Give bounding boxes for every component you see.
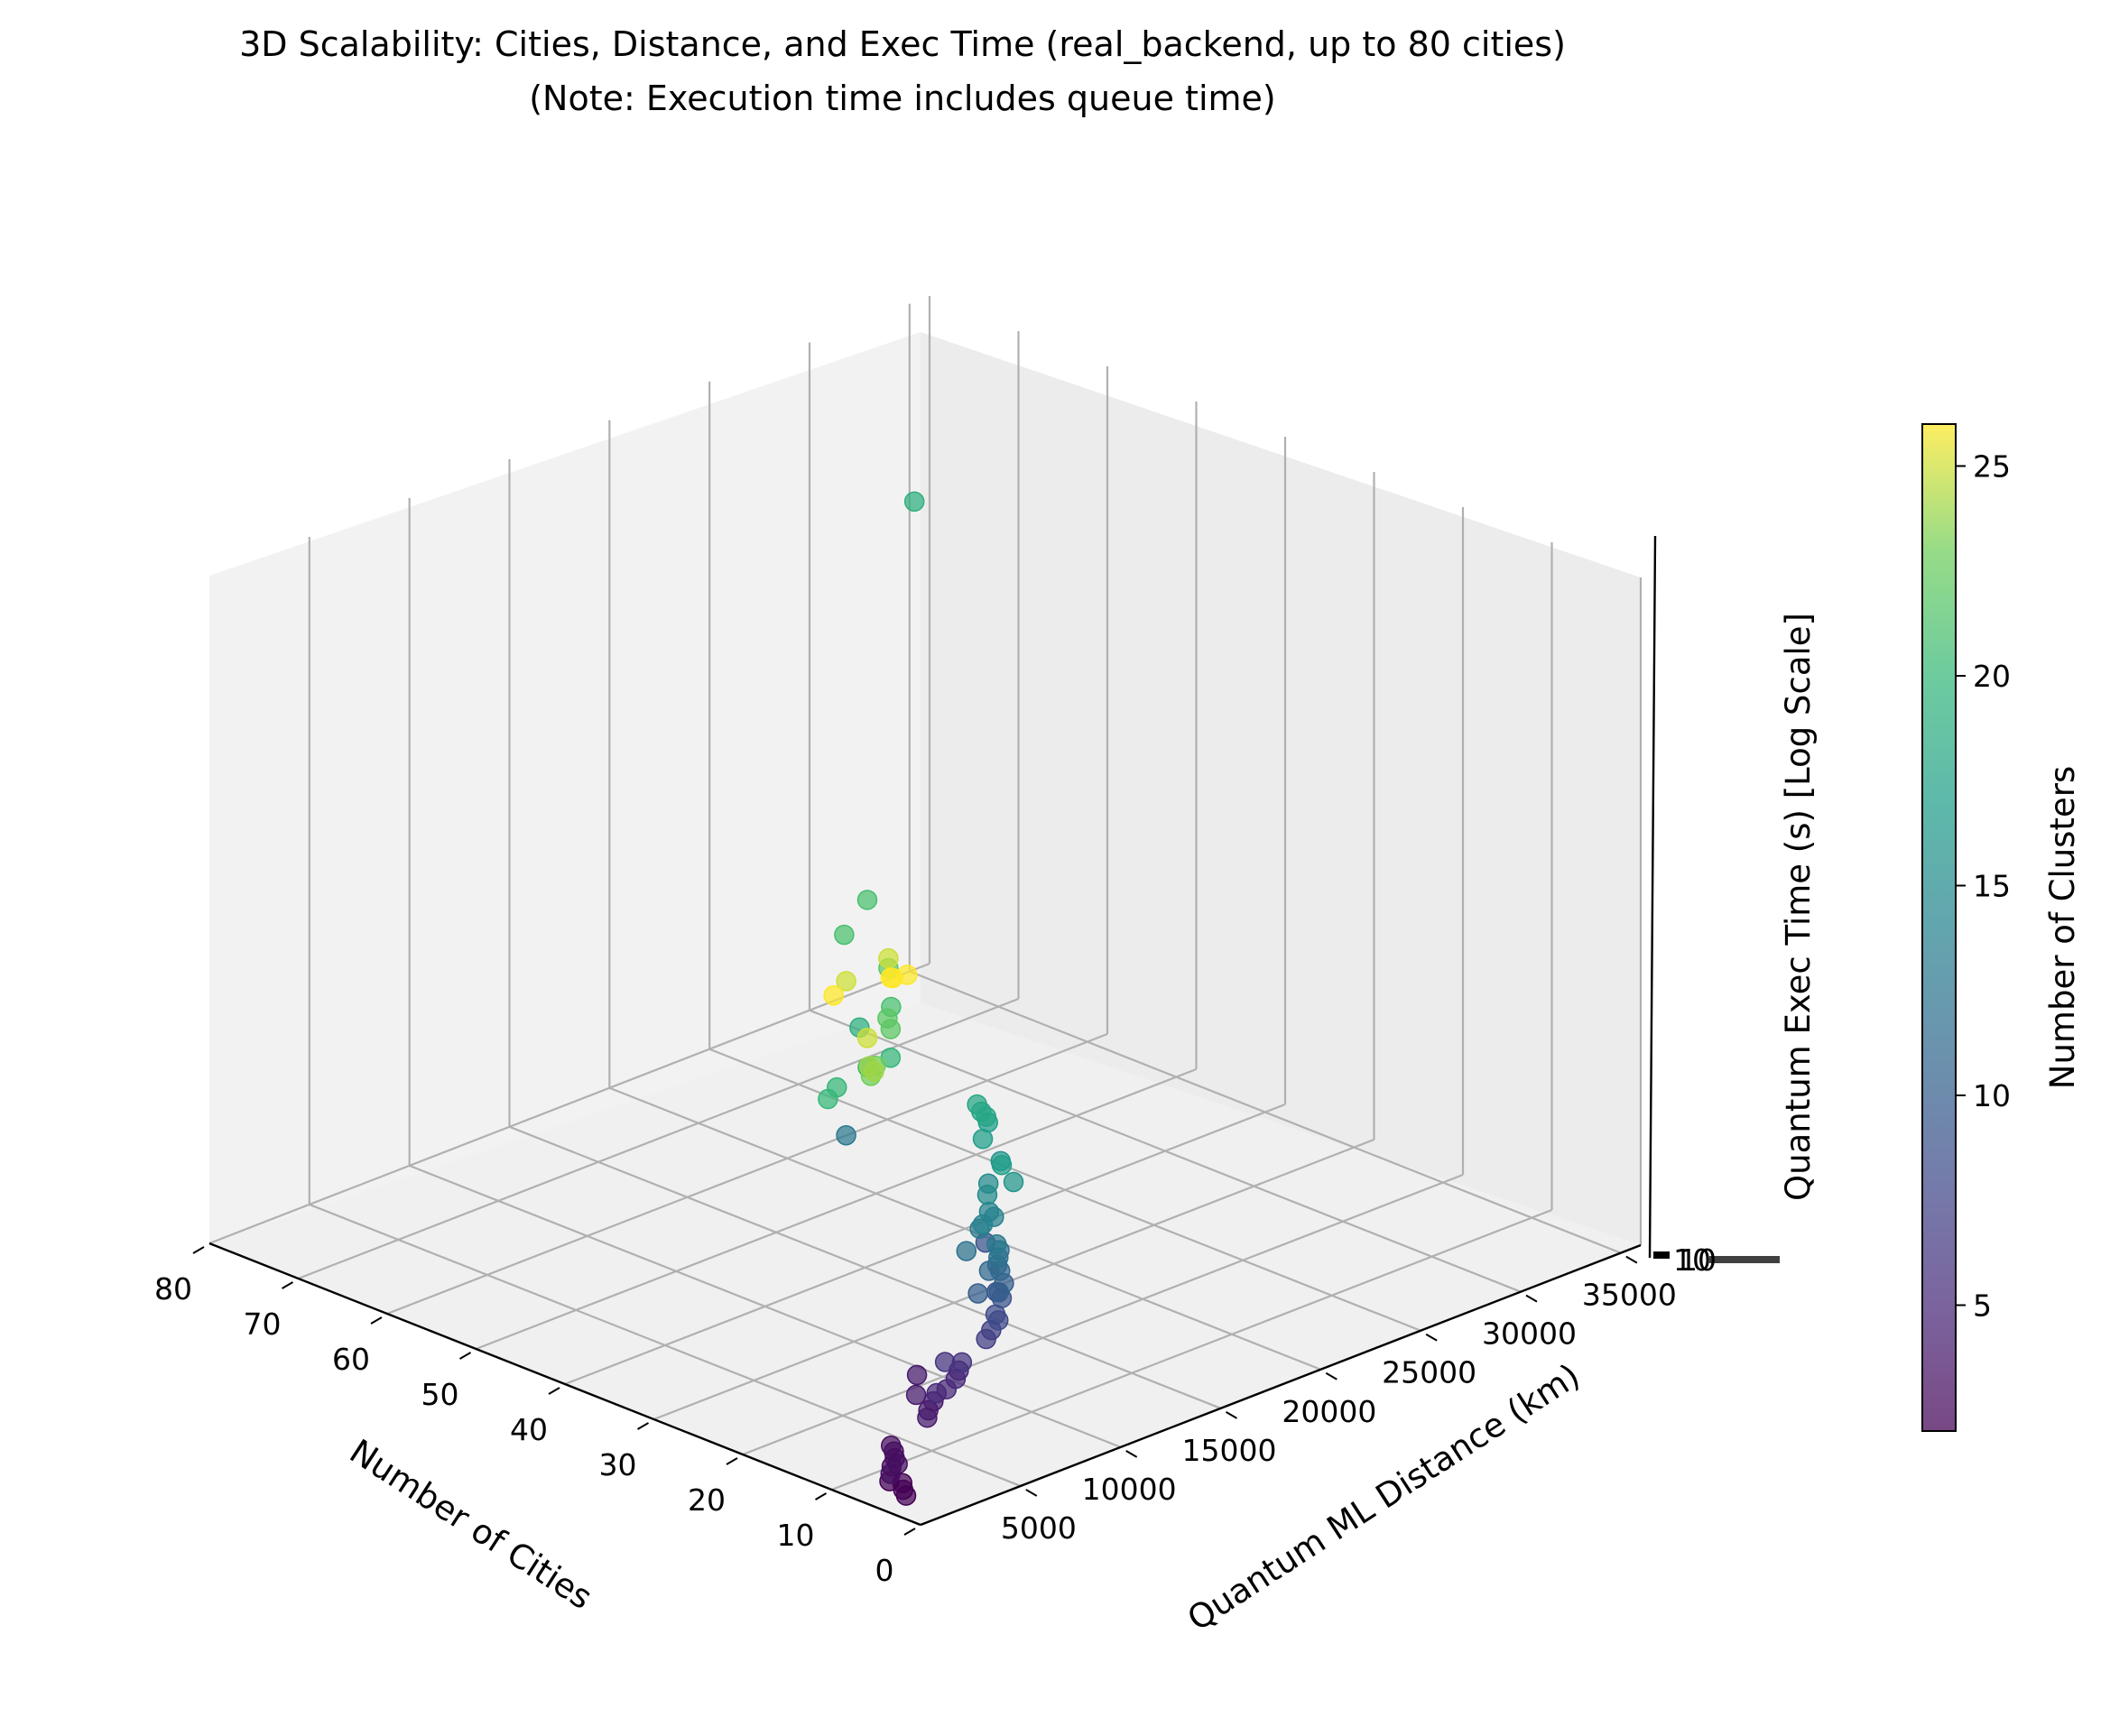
y-floor-gridline bbox=[909, 970, 1622, 1254]
x-tick-label: 10 bbox=[777, 1518, 815, 1553]
chart-subtitle: (Note: Execution time includes queue tim… bbox=[529, 78, 1276, 118]
colorbar-tick-label: 20 bbox=[1973, 659, 2011, 694]
x-tick-mark bbox=[726, 1457, 738, 1465]
y-tick-label: 35000 bbox=[1582, 1278, 1677, 1313]
y-tick-label: 10000 bbox=[1082, 1472, 1177, 1507]
x-tick-mark bbox=[370, 1316, 383, 1325]
chart-title: 3D Scalability: Cities, Distance, and Ex… bbox=[239, 24, 1566, 64]
colorbar-label: Number of Clusters bbox=[2043, 766, 2082, 1089]
scatter-point bbox=[858, 1056, 880, 1077]
y-tick-mark bbox=[1625, 1255, 1638, 1264]
floor-pane bbox=[209, 1003, 1641, 1525]
colorbar-tick-label: 15 bbox=[1973, 869, 2011, 904]
y-floor-gridline bbox=[608, 1086, 1321, 1371]
scatter-point bbox=[951, 1352, 973, 1373]
left-wall-pane bbox=[209, 332, 921, 1243]
y-tick-mark bbox=[1525, 1294, 1538, 1303]
x-tick-mark bbox=[192, 1246, 205, 1254]
scatter-point bbox=[897, 965, 918, 985]
scatter-point bbox=[856, 1028, 878, 1048]
scatter-point bbox=[818, 1088, 838, 1110]
scatter-point bbox=[878, 947, 899, 969]
scatter-point bbox=[905, 1384, 927, 1406]
scatter-point bbox=[991, 1154, 1013, 1176]
x-tick-label: 0 bbox=[875, 1553, 894, 1588]
x-tick-mark bbox=[281, 1281, 294, 1289]
y-tick-mark bbox=[1425, 1333, 1438, 1342]
x-tick-label: 80 bbox=[154, 1271, 192, 1307]
x-tick-mark bbox=[903, 1528, 916, 1536]
colorbar-ticks: 5 10 15 20 25 bbox=[1956, 449, 2011, 1324]
scatter-point bbox=[978, 1201, 1000, 1223]
x-tick-mark bbox=[458, 1352, 472, 1360]
x-axis-ticks: 0 10 20 30 40 50 60 70 80 bbox=[154, 1246, 916, 1588]
y-axis-line bbox=[920, 1243, 1642, 1527]
scatter-point bbox=[986, 1233, 1007, 1255]
scatter-point bbox=[834, 924, 855, 946]
scatter-point bbox=[967, 1283, 988, 1304]
y-tick-label: 25000 bbox=[1382, 1355, 1476, 1390]
x-tick-label: 60 bbox=[332, 1342, 370, 1377]
x-axis-line bbox=[208, 1242, 921, 1527]
y-tick-label: 20000 bbox=[1282, 1394, 1376, 1429]
scatter-point bbox=[823, 985, 844, 1006]
colorbar-tick-label: 10 bbox=[1973, 1078, 2011, 1113]
x-axis-label: Number of Cities bbox=[343, 1432, 599, 1617]
x-tick-label: 50 bbox=[421, 1377, 459, 1412]
scatter-point bbox=[880, 1019, 902, 1039]
z-tick-label: 10 bbox=[1673, 1242, 1711, 1278]
y-tick-mark bbox=[1025, 1489, 1038, 1497]
x-tick-label: 70 bbox=[244, 1307, 282, 1342]
colorbar-gradient bbox=[1921, 423, 1957, 1432]
x-tick-mark bbox=[814, 1492, 828, 1501]
x-tick-label: 20 bbox=[688, 1482, 726, 1518]
x-tick-label: 40 bbox=[510, 1412, 548, 1447]
colorbar: 5 10 15 20 25 Number of Clusters bbox=[1921, 423, 2082, 1432]
scatter-point bbox=[956, 1241, 977, 1261]
axis-lines bbox=[208, 535, 1657, 1527]
scatter-point bbox=[856, 890, 878, 910]
scatter-point bbox=[971, 1101, 992, 1122]
y-floor-gridline bbox=[309, 1203, 1022, 1487]
y-tick-label: 30000 bbox=[1482, 1316, 1577, 1352]
y-floor-gridline bbox=[809, 1009, 1522, 1293]
scatter-point bbox=[906, 1364, 928, 1386]
scatter-point bbox=[934, 1352, 956, 1372]
y-tick-mark bbox=[1125, 1450, 1138, 1458]
y-floor-gridline bbox=[509, 1125, 1221, 1409]
z-axis-line bbox=[1648, 535, 1657, 1259]
colorbar-tick-label: 5 bbox=[1973, 1288, 1992, 1324]
x-tick-mark bbox=[636, 1422, 650, 1430]
scatter-point bbox=[977, 1173, 999, 1194]
scatter-point bbox=[881, 1436, 902, 1456]
x-tick-mark bbox=[548, 1387, 560, 1395]
scatter-point bbox=[836, 1124, 856, 1146]
scatter-point bbox=[836, 971, 856, 992]
y-tick-mark bbox=[1325, 1371, 1337, 1380]
y-tick-mark bbox=[1225, 1410, 1238, 1419]
scatter-point bbox=[903, 491, 925, 512]
z-axis-label: Quantum Exec Time (s) [Log Scale] bbox=[1779, 613, 1818, 1201]
y-floor-gridline bbox=[409, 1164, 1122, 1448]
scatter-points bbox=[818, 491, 1024, 1506]
x-tick-label: 30 bbox=[599, 1447, 637, 1482]
scatter-point bbox=[1003, 1171, 1024, 1193]
axes-panes bbox=[209, 332, 1641, 1525]
colorbar-tick-label: 25 bbox=[1973, 449, 2011, 485]
right-wall-pane bbox=[921, 332, 1641, 1245]
y-tick-label: 15000 bbox=[1182, 1433, 1277, 1468]
y-tick-label: 5000 bbox=[1001, 1510, 1077, 1546]
